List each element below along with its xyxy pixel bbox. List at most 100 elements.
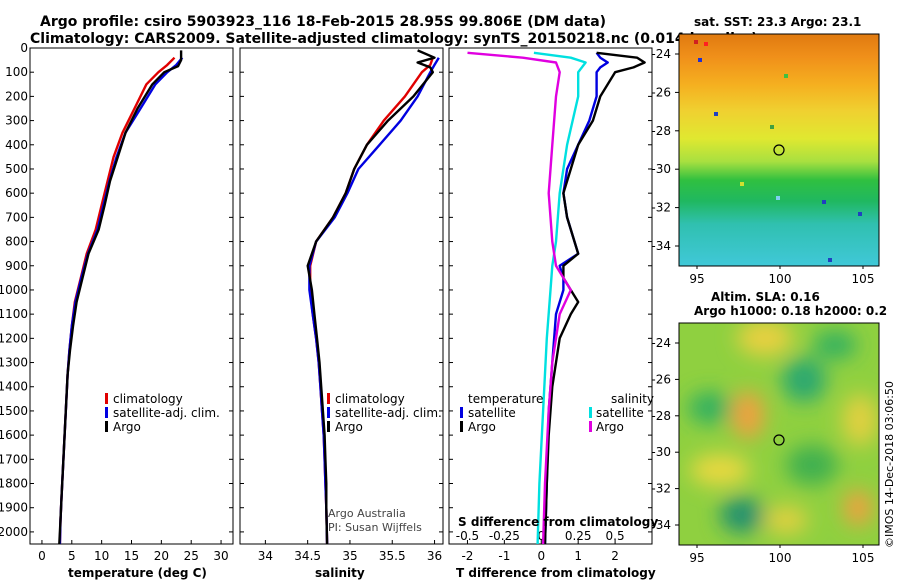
series-line [543,51,646,545]
sst-pixel [858,212,862,216]
depth-tick-label: 1700 [0,452,28,466]
differences-plot-frame [448,47,653,545]
depth-tick-label: 1300 [0,356,28,370]
x-tick-label: 1 [574,549,582,563]
sst-map-image [679,34,879,266]
salinity-panel: 34 34.5 35 35.5 36 salinity climatology sate… [239,47,444,580]
sla-blob [688,392,732,424]
sla-blob [737,323,793,356]
sla-map-subtitle: Argo h1000: 0.18 h2000: 0.2 [694,304,887,318]
s-difference-axis-ticks: -0.5 -0.25 0 0.25 0.5 [456,529,625,543]
x-tick-label: 5 [68,549,76,563]
legend-label-argo: Argo [335,420,363,434]
salinity-series [306,49,440,545]
sst-pixel [694,40,698,44]
x-tick-label: 0 [38,549,46,563]
temperature-legend: climatology satellite-adj. clim. Argo [105,392,220,434]
imos-credit: ©IMOS 14-Dec-2018 03:06:50 [883,381,896,548]
salinity-plot-frame [239,47,444,545]
depth-tick-label: 600 [5,186,28,200]
legend-swatch-satellite-adj [105,407,108,418]
latitude-tick-label: -34 [651,239,671,253]
s-difference-axis-label: S difference from climatology [458,515,658,529]
depth-tick-label: 700 [5,210,28,224]
depth-tick-label: 200 [5,89,28,103]
latitude-tick-label: -30 [651,445,671,459]
series-line [306,49,436,545]
latitude-tick-label: -30 [651,162,671,176]
legend-title-salinity: salinity [611,392,654,406]
x-tick-label: 34.5 [294,549,321,563]
temperature-series [58,50,184,545]
sla-blob [764,506,808,534]
salinity-legend: climatology satellite-adj. clim. Argo [327,392,442,434]
depth-tick-label: 1900 [0,501,28,515]
series-line [58,50,183,545]
depth-tick-label: 900 [5,259,28,273]
x-tick-label: 30 [213,549,228,563]
argo-location-marker [773,434,785,446]
depth-tick-label: 1000 [0,283,28,297]
legend-swatch-climatology [105,393,108,404]
legend-label-t-satellite: satellite [468,406,516,420]
sla-blob [732,391,764,439]
sla-blob [782,358,826,402]
x-tick-label: -2 [461,549,473,563]
longitude-tick-label: 100 [769,551,792,565]
legend-swatch-s-satellite [589,407,592,418]
x-tick-label: 25 [184,549,199,563]
figure-title-line1: Argo profile: csiro 5903923_116 18-Feb-2… [40,14,606,30]
sst-pixel [776,196,780,200]
depth-tick-label: 1500 [0,404,28,418]
x-tick-label: 2 [611,549,619,563]
t-difference-axis-ticks: -2 -1 0 1 2 [461,540,619,563]
depth-tick-label: 100 [5,65,28,79]
figure-title-line2: Climatology: CARS2009. Satellite-adjuste… [30,31,758,47]
x-tick-label: 10 [94,549,109,563]
legend-swatch-climatology [327,393,330,404]
latitude-tick-label: -32 [651,482,671,496]
latitude-tick-label: -28 [651,409,671,423]
sst-pixel [828,258,832,262]
legend-swatch-satellite-adj [327,407,330,418]
differences-legend: temperature salinity satellite Argo sate… [460,392,654,434]
sst-pixel [770,125,774,129]
latitude-tick-label: -26 [651,85,671,99]
x-tick-label: 35.5 [379,549,406,563]
salinity-axis-label: salinity [315,566,365,580]
depth-tick-label: 400 [5,138,28,152]
sst-pixel [714,112,718,116]
x-tick-label: 35 [342,549,357,563]
depth-tick-label: 500 [5,162,28,176]
depth-tick-label: 300 [5,114,28,128]
sst-map-panel: sat. SST: 23.3 Argo: 23.1 -24 -26 -28 -30 -3… [651,15,880,286]
x-tick-label: 34 [258,549,273,563]
legend-label-climatology: climatology [335,392,405,406]
legend-title-temperature: temperature [468,392,543,406]
legend-swatch-argo [105,421,108,432]
sst-longitude-ticks: 95 100 105 [689,266,874,286]
sst-pixel [822,200,826,204]
latitude-tick-label: -24 [651,336,671,350]
depth-tick-label: 800 [5,235,28,249]
legend-label-s-argo: Argo [596,420,624,434]
sst-pixel [784,74,788,78]
series-line [58,56,184,545]
x-tick-label: 36 [427,549,442,563]
legend-label-satellite-adj: satellite-adj. clim. [113,406,220,420]
latitude-tick-label: -34 [651,518,671,532]
x-tick-label: 15 [124,549,139,563]
series-line [467,51,572,545]
longitude-tick-label: 95 [689,551,704,565]
difference-series [467,51,646,545]
temperature-axis-label: temperature (deg C) [68,566,207,580]
sla-map-frame [678,322,880,546]
s-difference-tick-label: -0.25 [489,529,520,543]
latitude-tick-label: -32 [651,201,671,215]
credit-pi: PI: Susan Wijffels [328,521,422,534]
temperature-panel: 0100200300400500600700800900100011001200… [0,41,234,580]
depth-tick-label: 1800 [0,477,28,491]
depth-tick-label: 1100 [0,307,28,321]
sst-map-speckles [694,40,862,262]
legend-label-satellite-adj: satellite-adj. clim. [335,406,442,420]
